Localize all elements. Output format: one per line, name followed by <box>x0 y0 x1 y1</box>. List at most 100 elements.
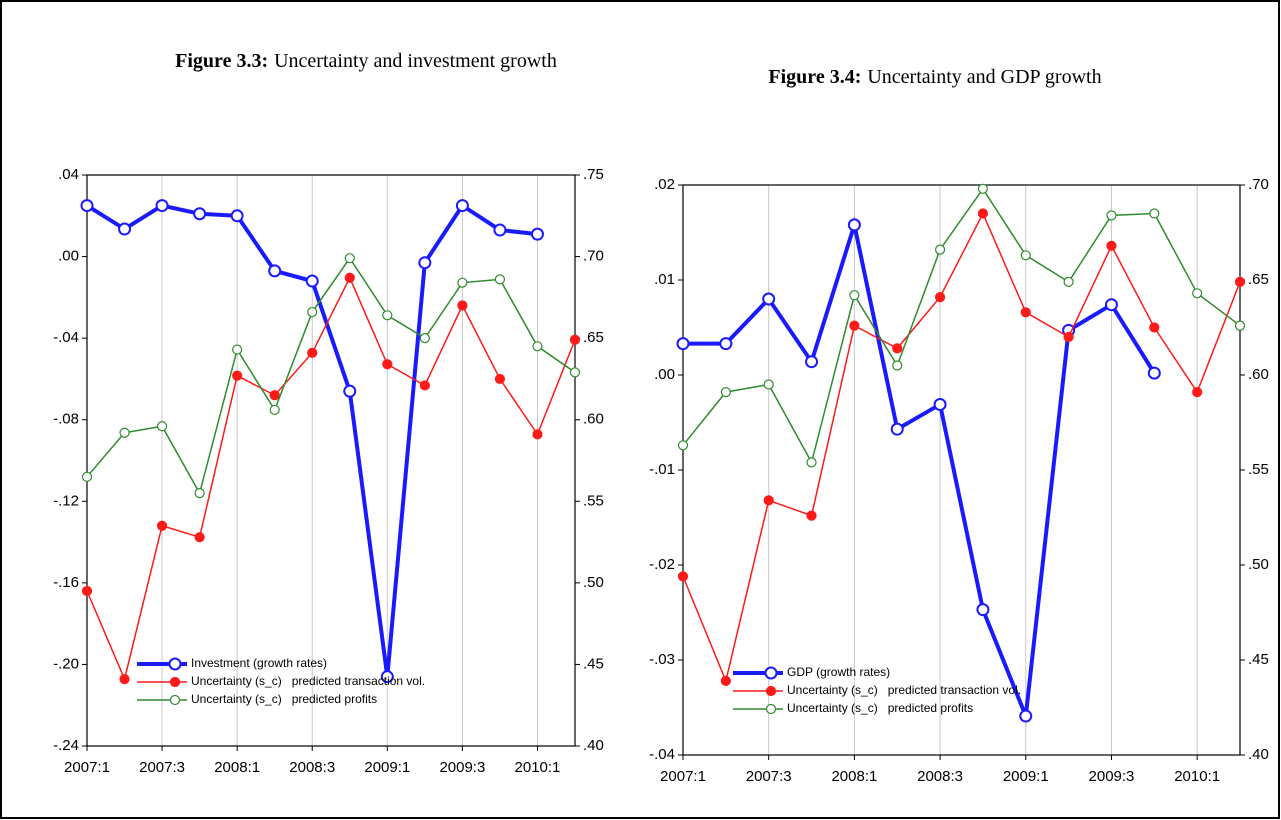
data-point <box>493 223 507 237</box>
data-point <box>847 218 861 232</box>
data-point <box>307 306 318 318</box>
data-point <box>269 404 280 416</box>
x-tick-label: 2010:1 <box>1174 768 1220 785</box>
y-tick-label: -.03 <box>649 651 675 668</box>
x-tick-label: 2009:3 <box>439 759 485 776</box>
y2-tick-label: .55 <box>1248 461 1269 478</box>
data-point <box>530 227 544 241</box>
data-point <box>1104 298 1118 312</box>
y2-tick-label: .40 <box>1248 746 1269 763</box>
legend-label: Investment (growth rates) <box>191 656 327 670</box>
data-point <box>382 359 393 370</box>
legend-marker <box>764 666 778 680</box>
legend-label: Uncertainty (s_c) predicted profits <box>787 701 973 715</box>
data-point <box>892 343 903 354</box>
data-point <box>762 292 776 306</box>
data-point <box>193 207 207 221</box>
data-point <box>1106 240 1117 251</box>
y-tick-label: -.12 <box>53 492 79 509</box>
data-point <box>1192 387 1203 398</box>
chart-title: Figure 3.4: Uncertainty and GDP growth <box>768 66 1101 88</box>
data-point <box>156 520 168 531</box>
data-point <box>805 355 819 369</box>
data-point <box>1149 322 1160 333</box>
data-point <box>419 380 430 391</box>
plot-frame <box>86 174 576 747</box>
data-point <box>532 341 543 352</box>
legend-marker <box>765 703 777 715</box>
data-point <box>119 427 130 438</box>
data-point <box>118 222 132 236</box>
data-point <box>806 457 817 468</box>
data-point <box>890 422 904 436</box>
data-point <box>494 274 506 285</box>
x-tick-label: 2008:1 <box>214 759 260 776</box>
data-point <box>532 429 543 440</box>
data-point <box>933 397 947 411</box>
data-point <box>269 390 280 401</box>
y-tick-label: -.01 <box>649 461 675 478</box>
data-point <box>494 373 506 385</box>
data-point <box>977 208 989 219</box>
data-point <box>934 292 946 303</box>
title-text: Uncertainty and investment growth <box>274 50 557 72</box>
data-point <box>934 244 946 255</box>
data-point <box>455 199 469 213</box>
data-point <box>344 272 355 283</box>
data-point <box>380 670 394 684</box>
x-tick-label: 2009:3 <box>1089 768 1135 785</box>
series-line <box>682 187 1241 465</box>
x-tick-label: 2009:1 <box>1003 768 1049 785</box>
chart-title: Figure 3.3: Uncertainty and investment gr… <box>175 50 557 72</box>
x-tick-label: 2007:3 <box>139 759 185 776</box>
data-point <box>230 209 244 223</box>
x-tick-label: 2008:1 <box>831 768 877 785</box>
data-point <box>1106 210 1117 221</box>
y-tick-label: -.04 <box>649 746 675 763</box>
data-point <box>1234 320 1246 331</box>
y-tick-label: -.24 <box>53 737 79 754</box>
x-tick-label: 2007:1 <box>64 759 110 776</box>
data-point <box>457 300 468 311</box>
y2-tick-label: .45 <box>1248 651 1269 668</box>
data-point <box>156 421 168 432</box>
y-tick-label: .02 <box>654 176 675 193</box>
data-point <box>1020 307 1031 318</box>
y2-tick-label: .55 <box>583 492 604 509</box>
data-point <box>268 264 282 278</box>
legend-marker <box>169 694 181 706</box>
y-tick-label: .01 <box>654 271 675 288</box>
data-point <box>677 571 689 582</box>
data-point <box>305 274 319 288</box>
legend-label: Uncertainty (s_c) predicted transaction … <box>787 683 1021 697</box>
data-point <box>720 675 731 687</box>
data-point <box>763 495 774 506</box>
data-point <box>418 256 432 270</box>
legend-label: Uncertainty (s_c) predicted transaction … <box>191 674 425 688</box>
data-point <box>194 532 205 543</box>
legend-marker <box>168 657 182 671</box>
x-tick-label: 2007:1 <box>660 768 706 785</box>
data-point <box>80 199 94 213</box>
data-point <box>1063 276 1074 287</box>
y-tick-label: -.16 <box>53 574 79 591</box>
title-label: Figure 3.3: <box>175 50 268 72</box>
data-point <box>419 333 430 344</box>
data-point <box>382 310 393 321</box>
y2-tick-label: .75 <box>583 166 604 183</box>
data-point <box>1019 709 1033 723</box>
data-point <box>1020 250 1031 261</box>
data-point <box>307 347 318 358</box>
data-point <box>977 183 989 194</box>
data-point <box>457 277 468 288</box>
data-point <box>119 674 130 685</box>
data-point <box>849 290 860 301</box>
y2-tick-label: .40 <box>583 737 604 754</box>
data-point <box>719 337 733 351</box>
data-point <box>344 253 355 264</box>
data-point <box>892 360 903 371</box>
y-tick-label: -.08 <box>53 411 79 428</box>
y2-tick-label: .50 <box>583 574 604 591</box>
data-point <box>1149 208 1160 219</box>
series-line <box>682 211 1241 684</box>
